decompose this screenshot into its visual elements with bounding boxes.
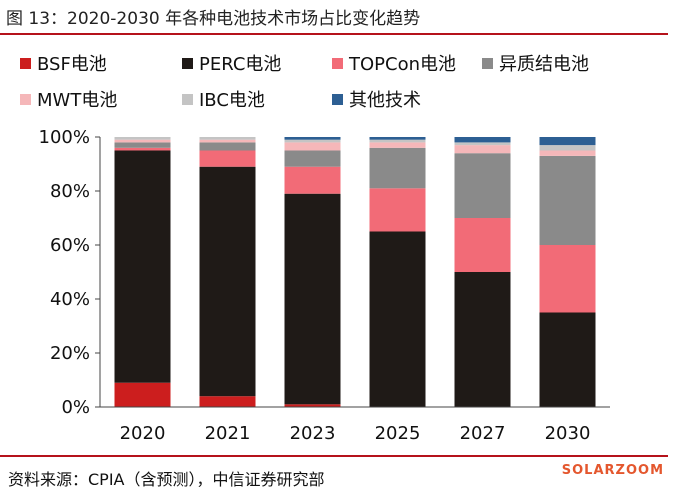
bar-segment-2023-topcon: [284, 166, 341, 194]
bar-segment-2030-perc: [539, 312, 596, 407]
legend-swatch-ibc: [182, 93, 193, 105]
source-note: 资料来源：CPIA（含预测），中信证券研究部: [8, 470, 325, 489]
legend-item-ibc: IBC电池: [182, 86, 265, 112]
x-tick-label: 2020: [120, 423, 166, 444]
bar-segment-2025-topcon: [369, 188, 426, 232]
bar-segment-2021-perc: [199, 166, 256, 397]
legend-swatch-other: [332, 93, 343, 105]
bar-segment-2023-perc: [284, 193, 341, 405]
legend-item-hjt: 异质结电池: [482, 50, 589, 76]
bar-segment-2020-perc: [114, 150, 171, 383]
legend-swatch-bsf: [20, 57, 31, 69]
bar-segment-2030-mwt: [539, 150, 596, 156]
watermark-logo: SOLARZOOM: [561, 463, 664, 478]
legend-item-bsf: BSF电池: [20, 50, 107, 76]
bar-segment-2020-bsf: [114, 382, 171, 407]
y-tick-label: 20%: [50, 343, 90, 364]
axis-layer: 2020 2021 2023 2025 2027 2030 0% 20% 40% 60% 80% 10…: [39, 127, 610, 444]
y-tick-label: 40%: [50, 289, 90, 310]
bar-segment-2030-topcon: [539, 245, 596, 313]
legend-item-other: 其他技术: [332, 86, 421, 112]
bar-segment-2023-mwt: [284, 142, 341, 151]
chart-title: 图 13：2020-2030 年各种电池技术市场占比变化趋势: [6, 9, 421, 29]
bar-segment-2030-ibc: [539, 145, 596, 151]
title-divider: [0, 33, 668, 35]
bar-segment-2025-mwt: [369, 142, 426, 148]
bar-segment-2030-other: [539, 137, 596, 146]
bar-segment-2021-mwt: [199, 139, 256, 143]
legend-item-topcon: TOPCon电池: [332, 50, 456, 76]
bar-segment-2020-mwt: [114, 139, 171, 143]
legend-swatch-perc: [182, 57, 193, 69]
bar-segment-2030-hjt: [539, 155, 596, 245]
legend-label-hjt: 异质结电池: [499, 54, 589, 75]
bar-segment-2020-topcon: [114, 147, 171, 151]
footer-divider: [0, 455, 668, 457]
y-tick-label: 100%: [39, 127, 90, 148]
bar-segment-2027-ibc: [454, 142, 511, 146]
legend-label-other: 其他技术: [349, 90, 421, 111]
legend-swatch-hjt: [482, 57, 493, 69]
bar-segment-2023-other: [284, 137, 341, 140]
bar-segment-2027-perc: [454, 272, 511, 407]
bar-segment-2027-topcon: [454, 218, 511, 272]
y-tick-label: 60%: [50, 235, 90, 256]
x-tick-label: 2025: [375, 423, 421, 444]
bars-layer: [114, 137, 596, 407]
bar-segment-2025-ibc: [369, 139, 426, 143]
x-tick-label: 2030: [545, 423, 591, 444]
bar-segment-2021-bsf: [199, 396, 256, 407]
legend-label-ibc: IBC电池: [199, 90, 265, 111]
stacked-bar-chart: 2020 2021 2023 2025 2027 2030 0% 20% 40% 60% 80% 10…: [39, 127, 610, 444]
bar-segment-2021-ibc: [199, 137, 256, 140]
x-tick-label: 2021: [205, 423, 251, 444]
y-tick-label: 80%: [50, 181, 90, 202]
y-tick-label: 0%: [61, 397, 90, 418]
x-tick-label: 2027: [460, 423, 506, 444]
bar-segment-2023-bsf: [284, 404, 341, 407]
bar-segment-2027-hjt: [454, 153, 511, 218]
legend-swatch-mwt: [20, 93, 31, 105]
legend-label-topcon: TOPCon电池: [349, 54, 457, 75]
legend-label-mwt: MWT电池: [37, 90, 118, 111]
bar-segment-2023-ibc: [284, 139, 341, 143]
bar-segment-2025-hjt: [369, 147, 426, 189]
x-tick-label: 2023: [290, 423, 336, 444]
legend-item-mwt: MWT电池: [20, 86, 117, 112]
bar-segment-2021-hjt: [199, 142, 256, 151]
legend-label-bsf: BSF电池: [37, 54, 107, 75]
bar-segment-2023-hjt: [284, 150, 341, 167]
bar-segment-2021-topcon: [199, 150, 256, 167]
legend-item-perc: PERC电池: [182, 50, 281, 76]
legend-label-perc: PERC电池: [199, 54, 282, 75]
bar-segment-2027-mwt: [454, 145, 511, 154]
bar-segment-2020-hjt: [114, 142, 171, 148]
bar-segment-2025-other: [369, 137, 426, 140]
bar-segment-2020-ibc: [114, 137, 171, 140]
legend-swatch-topcon: [332, 57, 343, 69]
bar-segment-2027-other: [454, 137, 511, 143]
bar-segment-2025-perc: [369, 231, 426, 407]
